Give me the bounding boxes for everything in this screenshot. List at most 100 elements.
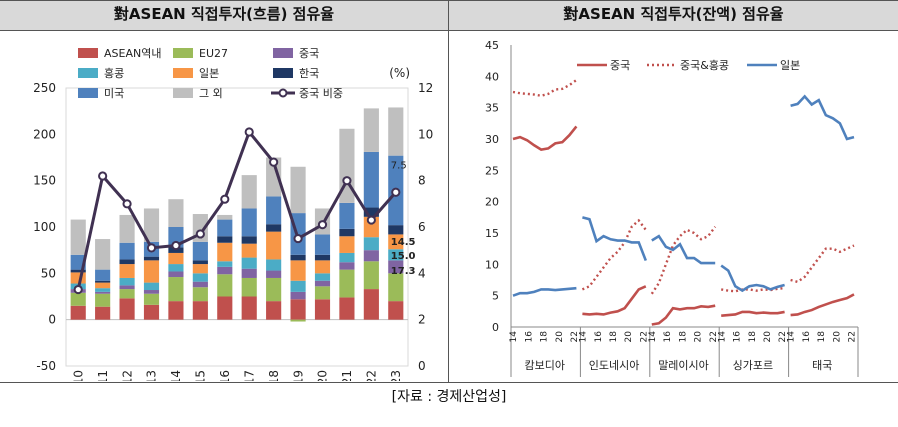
x-tick-label: 2020 — [316, 370, 330, 381]
bar-segment — [339, 236, 355, 253]
y2-tick-label: 8 — [418, 174, 426, 188]
x-tick-label: 18 — [540, 331, 550, 343]
bar-segment — [143, 304, 160, 320]
bar-segment — [314, 280, 331, 287]
bar-segment — [363, 108, 379, 152]
bar-segment — [95, 291, 111, 294]
bar-segment — [168, 301, 184, 320]
bar-segment — [388, 107, 404, 156]
bar-segment — [119, 298, 135, 320]
legend-label: 홍콩 — [104, 66, 124, 80]
china-share-point — [269, 157, 279, 167]
bar-segment — [168, 252, 184, 265]
x-tick-label: 22 — [848, 331, 858, 342]
china-share-point — [98, 171, 108, 181]
bar-segment — [217, 261, 233, 267]
x-tick-label: 14 — [717, 331, 727, 343]
bar-segment — [192, 273, 208, 282]
bar-segment — [266, 301, 282, 320]
legend-swatch — [173, 68, 193, 78]
legend-label: 중국 — [610, 59, 630, 72]
bar-segment — [266, 277, 282, 302]
y-tick-label: 40 — [485, 70, 499, 83]
x-tick-label: 20 — [763, 331, 773, 343]
china-share-point — [171, 240, 181, 251]
bar-segment — [217, 236, 233, 243]
source-note: [자료 : 경제산업성] — [391, 389, 507, 405]
bar-segment — [241, 175, 257, 209]
bar-segment — [143, 208, 160, 242]
bar-segment — [241, 296, 257, 320]
bar-segment — [266, 224, 282, 232]
bar-segment — [95, 306, 111, 320]
x-tick-label: 18 — [678, 331, 688, 343]
bar-segment — [241, 208, 257, 237]
series-line — [790, 293, 855, 317]
china-share-point — [293, 233, 303, 244]
y-tick-label: 0 — [48, 313, 56, 327]
china-share-point — [73, 284, 83, 295]
group-label: 태국 — [812, 359, 832, 372]
bar-segment — [70, 269, 86, 273]
bar-segment — [95, 293, 111, 307]
bar-segment — [70, 219, 86, 255]
china-share-point — [366, 215, 376, 225]
bar-segment — [363, 250, 379, 262]
bar-segment — [339, 252, 355, 263]
x-tick-label: 18 — [817, 331, 827, 343]
bar-segment — [192, 260, 208, 265]
bar-segment — [363, 237, 379, 251]
china-share-point — [146, 243, 157, 253]
legend-swatch — [78, 88, 98, 98]
x-tick-label: 2014 — [169, 370, 183, 381]
bar-segment — [314, 234, 331, 255]
plot-area — [65, 87, 409, 367]
x-tick-label: 16 — [733, 331, 743, 343]
x-tick-label: 20 — [832, 331, 842, 343]
bar-segment — [314, 299, 331, 320]
bar-segment — [290, 319, 306, 322]
bar-segment — [266, 157, 282, 197]
china-share-point — [244, 127, 254, 137]
china-share-line — [76, 129, 397, 290]
x-tick-label: 2011 — [96, 370, 110, 381]
series-line — [651, 234, 716, 265]
y-tick-label: 50 — [41, 266, 56, 280]
group-label: 말레이시아 — [658, 359, 709, 372]
legend-label: 중국 비중 — [299, 87, 343, 100]
y2-tick-label: 4 — [418, 266, 426, 280]
bar-segment — [192, 287, 208, 302]
annotation-label: 7.5 — [391, 160, 407, 171]
bar-segment — [290, 299, 306, 320]
y-tick-label: 35 — [485, 102, 499, 115]
bar-segment — [339, 269, 355, 298]
bar-segment — [143, 256, 160, 261]
bar-segment — [168, 264, 184, 272]
bar-segment — [290, 260, 306, 281]
x-tick-label: 2019 — [291, 370, 305, 381]
bar-segment — [70, 272, 86, 284]
y-tick-label: 25 — [485, 164, 499, 177]
series-line — [581, 218, 647, 291]
bar-segment — [388, 301, 404, 320]
x-tick-label: 2017 — [242, 370, 256, 381]
series-line — [512, 286, 577, 297]
bar-segment — [241, 257, 257, 269]
bar-segment — [339, 262, 355, 270]
x-tick-label: 22 — [778, 331, 788, 342]
title-divider — [0, 30, 898, 31]
legend-label: 중국 — [299, 47, 319, 60]
title-bar — [0, 0, 898, 30]
bar-segment — [168, 277, 184, 302]
bar-segment — [241, 236, 257, 244]
china-share-point — [122, 199, 132, 209]
bar-segment — [217, 296, 233, 320]
x-tick-label: 16 — [663, 331, 673, 343]
bar-segment — [363, 151, 379, 208]
bar-segment — [339, 297, 355, 320]
y-tick-label: 30 — [485, 133, 499, 146]
y-tick-label: 0 — [492, 321, 499, 334]
legend-label: EU27 — [199, 47, 228, 60]
series-line — [790, 244, 855, 284]
x-tick-label: 14 — [509, 331, 519, 343]
